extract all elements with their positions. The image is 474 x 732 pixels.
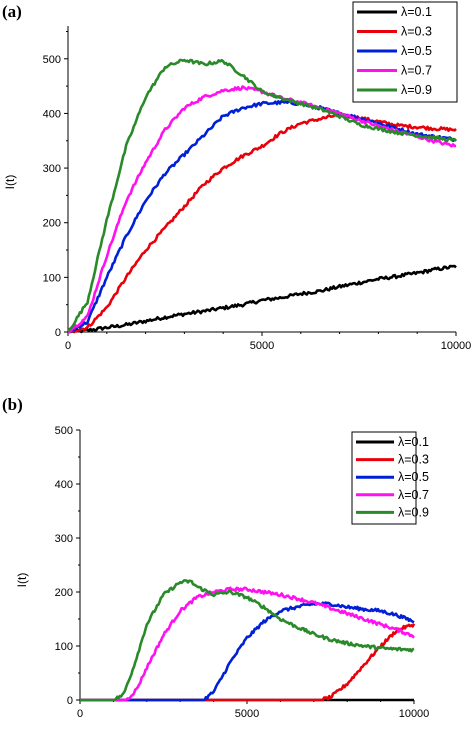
y-tick-label: 200 [55, 587, 73, 599]
x-tick-label: 0 [65, 340, 71, 352]
series-line-5 [80, 579, 415, 702]
series-line-2 [80, 623, 416, 702]
y-axis-label: I(t) [3, 175, 17, 190]
y-tick-label: 500 [43, 54, 61, 66]
y-tick-label: 200 [43, 218, 61, 230]
legend-label: λ=0.9 [398, 505, 429, 519]
y-tick-label: 0 [67, 695, 73, 707]
legend-label: λ=0.5 [398, 470, 429, 484]
x-tick-label: 5000 [235, 708, 259, 720]
legend-label: λ=0.1 [398, 435, 429, 449]
y-tick-label: 400 [43, 108, 61, 120]
legend-label: λ=0.1 [401, 5, 432, 19]
legend-label: λ=0.9 [401, 83, 432, 97]
chart-panel-2: (b) 0 5000 10000 0 100 200 300 400 500 I(t) λ=0.1 λ=… [2, 395, 429, 720]
x-tick-label: 0 [77, 708, 83, 720]
series-line-4 [80, 586, 415, 702]
legend-label: λ=0.7 [401, 64, 432, 78]
legend-label: λ=0.5 [401, 44, 432, 58]
x-tick-label: 10000 [399, 708, 430, 720]
panel-label: (a) [2, 2, 22, 21]
series-line-2 [67, 111, 457, 333]
y-tick-label: 300 [55, 533, 73, 545]
series-line-1 [67, 264, 457, 334]
series-line-3 [66, 99, 457, 333]
series-line-5 [66, 58, 457, 333]
y-tick-label: 100 [43, 272, 61, 284]
legend-label: λ=0.3 [398, 453, 429, 467]
y-tick-label: 0 [55, 327, 61, 339]
y-tick-label: 500 [55, 425, 73, 437]
x-tick-label: 10000 [441, 340, 472, 352]
y-axis-label: I(t) [15, 573, 29, 588]
series-line-4 [68, 85, 457, 334]
x-tick-label: 5000 [250, 340, 274, 352]
y-tick-label: 100 [55, 641, 73, 653]
legend-label: λ=0.7 [398, 488, 429, 502]
y-tick-label: 300 [43, 163, 61, 175]
panel-label: (b) [2, 395, 23, 414]
y-tick-label: 400 [55, 479, 73, 491]
series-line-3 [80, 601, 415, 702]
legend-label: λ=0.3 [401, 25, 432, 39]
chart-panel-1: (a) 0 5000 10000 0 100 200 300 400 500 I(t) λ=0.1 λ=… [2, 1, 472, 352]
